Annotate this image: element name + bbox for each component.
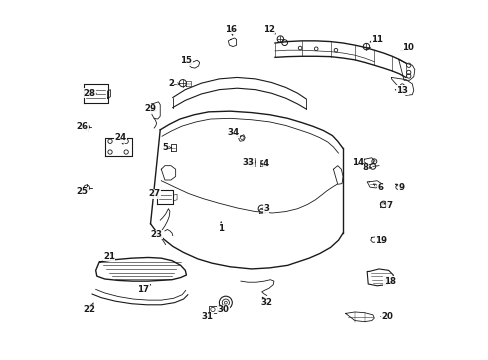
Text: 5: 5 [162,143,167,152]
Text: 4: 4 [263,159,268,168]
Text: 21: 21 [103,252,115,261]
Text: 31: 31 [202,312,213,321]
Text: 29: 29 [144,104,156,113]
Text: 18: 18 [383,276,395,285]
Text: 30: 30 [217,305,229,314]
Text: 12: 12 [263,25,274,34]
Text: 23: 23 [150,230,163,239]
Text: 8: 8 [362,163,368,172]
Text: 27: 27 [148,189,160,198]
Text: 10: 10 [401,43,413,52]
Text: 28: 28 [83,89,95,98]
Text: 26: 26 [76,122,88,131]
Text: 13: 13 [395,86,407,95]
Text: 14: 14 [351,158,363,167]
Text: 2: 2 [168,80,174,89]
Text: 25: 25 [76,187,88,196]
Text: 17: 17 [137,285,149,294]
Text: 19: 19 [375,236,386,245]
Text: 33: 33 [243,158,254,167]
Text: 6: 6 [376,183,382,192]
Text: 34: 34 [226,128,239,137]
Text: 20: 20 [381,312,392,321]
Text: 3: 3 [263,204,268,213]
Text: 9: 9 [398,183,404,192]
Text: 32: 32 [260,298,272,307]
Text: 16: 16 [224,25,236,34]
Text: 24: 24 [115,133,126,142]
Text: 1: 1 [218,224,224,233]
Text: 22: 22 [83,305,95,314]
Text: 15: 15 [180,57,192,66]
Text: 7: 7 [386,201,392,210]
Text: 11: 11 [370,35,383,44]
